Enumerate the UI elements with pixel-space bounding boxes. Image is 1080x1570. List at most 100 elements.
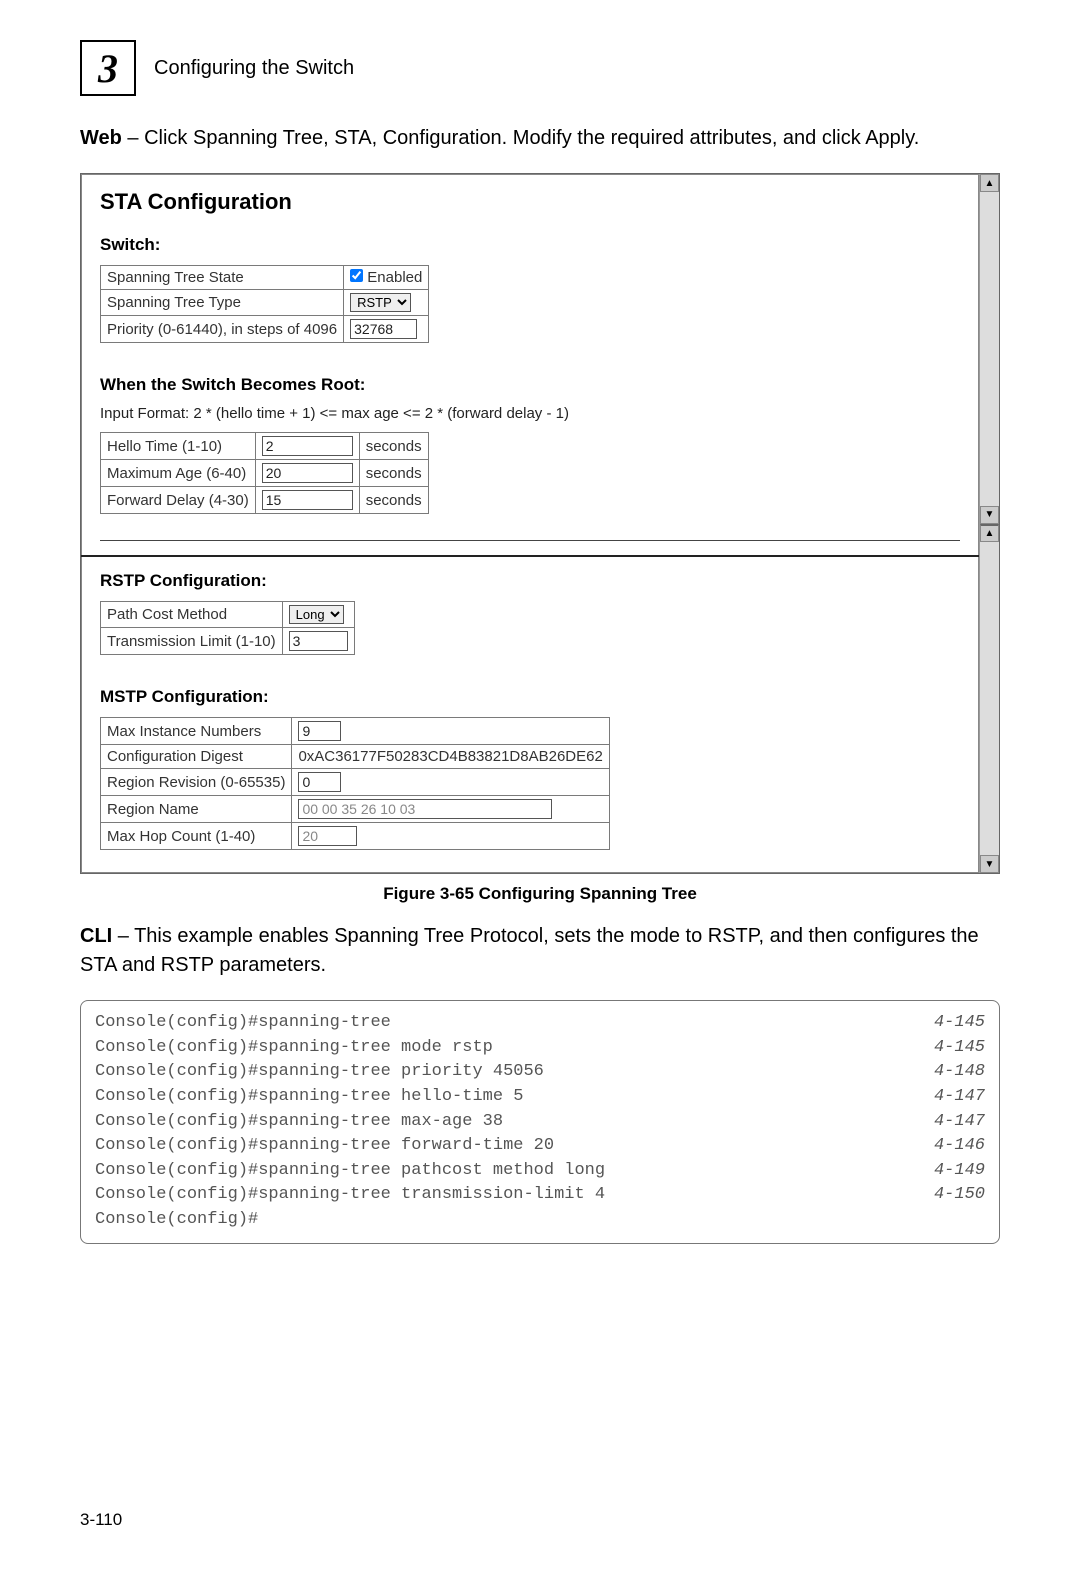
mstp-heading: MSTP Configuration: bbox=[100, 687, 960, 707]
page-number: 3-110 bbox=[80, 1510, 122, 1530]
switch-heading: Switch: bbox=[100, 235, 960, 255]
cli-line: Console(config)# bbox=[95, 1208, 985, 1233]
cli-page-ref: 4-149 bbox=[904, 1159, 985, 1184]
cli-instructions: CLI – This example enables Spanning Tree… bbox=[80, 922, 1000, 980]
path-cost-label: Path Cost Method bbox=[101, 602, 283, 628]
table-row: Priority (0-61440), in steps of 4096 bbox=[101, 316, 429, 343]
spanning-tree-type-label: Spanning Tree Type bbox=[101, 290, 344, 316]
cli-page-ref: 4-147 bbox=[904, 1110, 985, 1135]
priority-input[interactable] bbox=[350, 319, 417, 339]
cli-command: Console(config)# bbox=[95, 1208, 258, 1233]
digest-value: 0xAC36177F50283CD4B83821D8AB26DE62 bbox=[292, 745, 609, 769]
forward-delay-label: Forward Delay (4-30) bbox=[101, 487, 256, 514]
cli-line: Console(config)#spanning-tree priority 4… bbox=[95, 1060, 985, 1085]
chapter-number: 3 bbox=[98, 45, 118, 92]
cli-line: Console(config)#spanning-tree pathcost m… bbox=[95, 1159, 985, 1184]
table-row: Configuration Digest 0xAC36177F50283CD4B… bbox=[101, 745, 610, 769]
cli-page-ref: 4-148 bbox=[904, 1060, 985, 1085]
cli-text: – This example enables Spanning Tree Pro… bbox=[80, 925, 979, 976]
web-label: Web bbox=[80, 127, 122, 149]
table-row: Hello Time (1-10) seconds bbox=[101, 433, 429, 460]
cli-page-ref: 4-146 bbox=[904, 1134, 985, 1159]
root-heading: When the Switch Becomes Root: bbox=[100, 375, 960, 395]
forward-delay-unit: seconds bbox=[359, 487, 428, 514]
cli-page-ref: 4-147 bbox=[904, 1085, 985, 1110]
rstp-table: Path Cost Method Long Transmission Limit… bbox=[100, 601, 355, 655]
cli-line: Console(config)#spanning-tree forward-ti… bbox=[95, 1134, 985, 1159]
cli-command: Console(config)#spanning-tree priority 4… bbox=[95, 1060, 544, 1085]
forward-delay-input[interactable] bbox=[262, 490, 353, 510]
scroll-up-icon[interactable]: ▲ bbox=[980, 524, 999, 542]
tx-limit-input[interactable] bbox=[289, 631, 348, 651]
region-name-input[interactable] bbox=[298, 799, 552, 819]
chapter-header: 3 Configuring the Switch bbox=[80, 40, 1000, 96]
tx-limit-label: Transmission Limit (1-10) bbox=[101, 628, 283, 655]
scroll-track-upper[interactable] bbox=[980, 192, 999, 506]
enabled-text: Enabled bbox=[367, 269, 422, 286]
table-row: Spanning Tree Type RSTP bbox=[101, 290, 429, 316]
cli-line: Console(config)#spanning-tree mode rstp 4… bbox=[95, 1036, 985, 1061]
max-age-unit: seconds bbox=[359, 460, 428, 487]
panel-title: STA Configuration bbox=[100, 189, 960, 215]
priority-label: Priority (0-61440), in steps of 4096 bbox=[101, 316, 344, 343]
cli-page-ref: 4-145 bbox=[904, 1011, 985, 1036]
switch-table: Spanning Tree State Enabled Spanning Tre… bbox=[100, 265, 429, 343]
spanning-tree-state-checkbox[interactable] bbox=[350, 269, 363, 282]
mstp-table: Max Instance Numbers Configuration Diges… bbox=[100, 717, 610, 850]
scroll-down-icon[interactable]: ▼ bbox=[980, 506, 999, 524]
cli-page-ref: 4-150 bbox=[904, 1183, 985, 1208]
sta-config-screenshot: STA Configuration Switch: Spanning Tree … bbox=[80, 173, 1000, 874]
cli-command: Console(config)#spanning-tree pathcost m… bbox=[95, 1159, 605, 1184]
table-row: Spanning Tree State Enabled bbox=[101, 266, 429, 290]
table-row: Max Hop Count (1-40) bbox=[101, 823, 610, 850]
max-age-label: Maximum Age (6-40) bbox=[101, 460, 256, 487]
table-row: Forward Delay (4-30) seconds bbox=[101, 487, 429, 514]
root-table: Hello Time (1-10) seconds Maximum Age (6… bbox=[100, 432, 429, 514]
table-row: Max Instance Numbers bbox=[101, 718, 610, 745]
region-name-label: Region Name bbox=[101, 796, 292, 823]
table-row: Region Revision (0-65535) bbox=[101, 769, 610, 796]
scroll-down-icon[interactable]: ▼ bbox=[980, 855, 999, 873]
max-inst-input[interactable] bbox=[298, 721, 341, 741]
hello-time-label: Hello Time (1-10) bbox=[101, 433, 256, 460]
cli-command: Console(config)#spanning-tree transmissi… bbox=[95, 1183, 605, 1208]
cli-page-ref bbox=[955, 1208, 985, 1233]
scroll-track-lower[interactable] bbox=[980, 542, 999, 856]
table-row: Maximum Age (6-40) seconds bbox=[101, 460, 429, 487]
hello-time-unit: seconds bbox=[359, 433, 428, 460]
web-instructions: Web – Click Spanning Tree, STA, Configur… bbox=[80, 124, 1000, 153]
cli-command: Console(config)#spanning-tree hello-time… bbox=[95, 1085, 523, 1110]
table-row: Transmission Limit (1-10) bbox=[101, 628, 355, 655]
cli-line: Console(config)#spanning-tree max-age 38… bbox=[95, 1110, 985, 1135]
input-format-hint: Input Format: 2 * (hello time + 1) <= ma… bbox=[100, 405, 960, 422]
region-rev-label: Region Revision (0-65535) bbox=[101, 769, 292, 796]
web-text: – Click Spanning Tree, STA, Configuratio… bbox=[122, 127, 919, 149]
cli-command: Console(config)#spanning-tree forward-ti… bbox=[95, 1134, 554, 1159]
max-hop-input[interactable] bbox=[298, 826, 357, 846]
spanning-tree-state-label: Spanning Tree State bbox=[101, 266, 344, 290]
scroll-up-icon[interactable]: ▲ bbox=[980, 174, 999, 192]
cli-page-ref: 4-145 bbox=[904, 1036, 985, 1061]
chapter-title: Configuring the Switch bbox=[154, 57, 354, 80]
figure-caption: Figure 3-65 Configuring Spanning Tree bbox=[80, 884, 1000, 904]
scrollbar[interactable]: ▲ ▼ ▲ ▼ bbox=[979, 174, 999, 873]
spanning-tree-type-select[interactable]: RSTP bbox=[350, 293, 411, 312]
cli-command: Console(config)#spanning-tree bbox=[95, 1011, 391, 1036]
cli-line: Console(config)#spanning-tree hello-time… bbox=[95, 1085, 985, 1110]
cli-line: Console(config)#spanning-tree transmissi… bbox=[95, 1183, 985, 1208]
max-age-input[interactable] bbox=[262, 463, 353, 483]
max-hop-label: Max Hop Count (1-40) bbox=[101, 823, 292, 850]
rstp-heading: RSTP Configuration: bbox=[100, 571, 960, 591]
chapter-number-icon: 3 bbox=[80, 40, 136, 96]
cli-label: CLI bbox=[80, 925, 112, 947]
path-cost-select[interactable]: Long bbox=[289, 605, 344, 624]
cli-command: Console(config)#spanning-tree mode rstp bbox=[95, 1036, 493, 1061]
hello-time-input[interactable] bbox=[262, 436, 353, 456]
table-row: Region Name bbox=[101, 796, 610, 823]
region-rev-input[interactable] bbox=[298, 772, 341, 792]
table-row: Path Cost Method Long bbox=[101, 602, 355, 628]
cli-command: Console(config)#spanning-tree max-age 38 bbox=[95, 1110, 503, 1135]
digest-label: Configuration Digest bbox=[101, 745, 292, 769]
cli-output-box: Console(config)#spanning-tree4-145Consol… bbox=[80, 1000, 1000, 1244]
max-inst-label: Max Instance Numbers bbox=[101, 718, 292, 745]
